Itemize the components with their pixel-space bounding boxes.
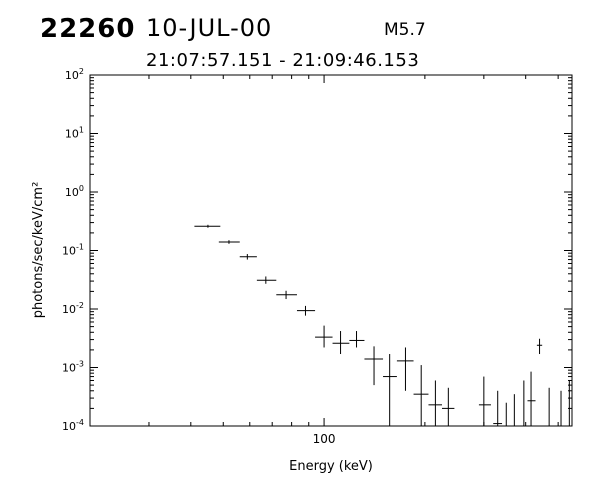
data-point [558, 390, 564, 427]
x-tick-label: 100 [313, 432, 336, 446]
y-tick-label: 10-2 [62, 301, 84, 316]
x-tick-labels: 100 [313, 432, 336, 446]
data-point [332, 331, 350, 355]
y-tick-label: 10-1 [62, 243, 84, 258]
data-point [276, 290, 297, 300]
y-tick-label: 101 [65, 126, 84, 141]
y-axis-label: photons/sec/keV/cm² [31, 182, 46, 319]
data-point [383, 354, 397, 426]
data-point [239, 254, 257, 260]
event-id: 22260 [40, 14, 136, 44]
data-point [315, 325, 333, 348]
data-point [296, 305, 316, 316]
x-axis-label: Energy (keV) [289, 459, 373, 474]
data-point [194, 224, 221, 228]
y-tick-label: 10-3 [62, 360, 84, 375]
data-point [536, 338, 543, 355]
data-point [218, 240, 240, 244]
data-point [502, 402, 510, 427]
y-tick-label: 100 [65, 184, 84, 199]
data-point [442, 387, 455, 426]
flare-class: M5.7 [384, 20, 426, 40]
y-tick-label: 10-4 [62, 418, 84, 433]
data-point [493, 390, 503, 426]
data-points [194, 224, 572, 427]
data-point [349, 331, 365, 348]
y-tick-labels: 102 101 100 10-1 10-2 10-3 10-4 [62, 67, 84, 433]
data-point [396, 347, 414, 391]
data-point [517, 380, 530, 427]
data-point [511, 394, 518, 427]
y-tick-label: 102 [65, 67, 84, 82]
data-point [256, 276, 277, 284]
data-point [364, 346, 384, 386]
plot-frame [89, 74, 573, 427]
data-point [546, 387, 553, 427]
data-point [527, 371, 536, 426]
data-point [428, 380, 443, 426]
data-point [566, 380, 572, 427]
event-date: 10-JUL-00 [146, 14, 273, 42]
time-range: 21:07:57.151 - 21:09:46.153 [146, 50, 420, 71]
data-point [413, 365, 429, 426]
data-point [478, 376, 491, 426]
axis-ticks [89, 74, 572, 427]
